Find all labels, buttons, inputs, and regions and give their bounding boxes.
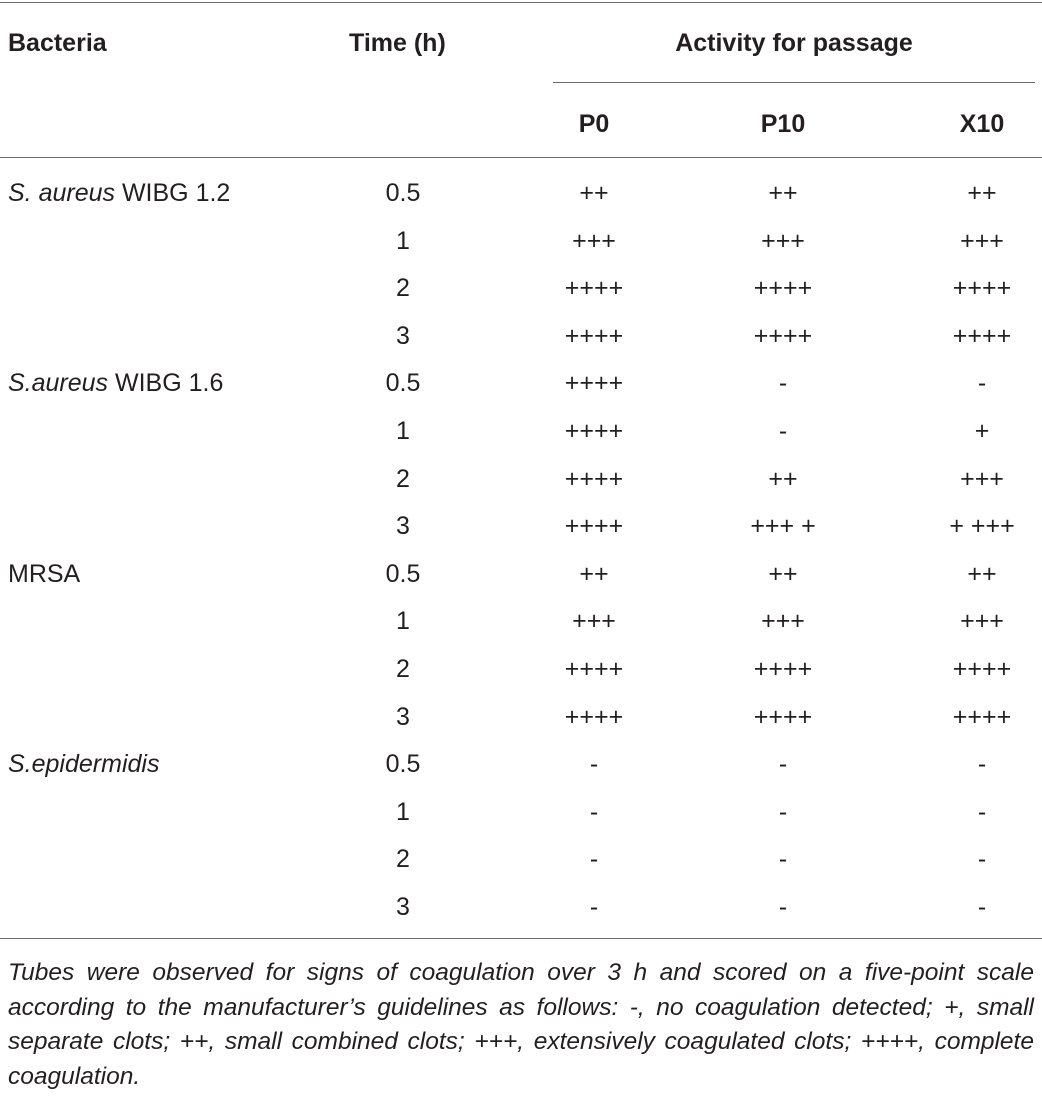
activity-cell-p10: +++ + (750, 512, 816, 540)
activity-cell-x10: +++ (960, 607, 1004, 635)
bacteria-cell: S.aureus WIBG 1.6 (8, 368, 223, 398)
activity-cell-p0: +++ (572, 227, 616, 255)
activity-cell-p0: ++++ (564, 655, 624, 683)
bacteria-cell: S. aureus WIBG 1.2 (8, 178, 230, 208)
activity-cell-x10: +++ (960, 465, 1004, 493)
activity-cell-p10: ++ (768, 465, 798, 493)
header-x10: X10 (959, 110, 1005, 138)
activity-cell-x10: ++++ (952, 655, 1012, 683)
time-cell: 2 (396, 465, 410, 493)
activity-cell-p0: ++ (579, 179, 609, 207)
bacteria-cell: MRSA (8, 559, 80, 589)
activity-cell-x10: - (977, 369, 987, 397)
activity-cell-p10: - (778, 845, 788, 873)
table-footnote: Tubes were observed for signs of coagula… (8, 959, 1034, 1090)
activity-cell-p0: - (589, 750, 599, 778)
bacteria-species: S. aureus (8, 179, 116, 207)
activity-cell-p0: - (589, 845, 599, 873)
time-cell: 3 (396, 893, 410, 921)
activity-cell-p10: ++++ (753, 703, 813, 731)
activity-cell-x10: - (977, 845, 987, 873)
time-cell: 2 (396, 845, 410, 873)
activity-cell-p0: ++++ (564, 322, 624, 350)
activity-rule (553, 82, 1035, 83)
activity-cell-x10: - (977, 798, 987, 826)
activity-cell-p0: +++ (572, 607, 616, 635)
activity-cell-p10: +++ (761, 227, 805, 255)
activity-cell-x10: ++++ (952, 703, 1012, 731)
activity-cell-p0: ++ (579, 560, 609, 588)
time-cell: 3 (396, 512, 410, 540)
time-cell: 3 (396, 703, 410, 731)
activity-cell-p10: - (778, 417, 788, 445)
activity-cell-x10: +++ (960, 227, 1004, 255)
activity-cell-x10: ++++ (952, 322, 1012, 350)
time-cell: 1 (396, 607, 410, 635)
time-cell: 0.5 (385, 179, 421, 207)
header-time: Time (h) (349, 29, 446, 57)
time-cell: 1 (396, 227, 410, 255)
activity-cell-x10: + +++ (949, 512, 1015, 540)
activity-cell-p0: ++++ (564, 703, 624, 731)
activity-cell-x10: ++++ (952, 274, 1012, 302)
activity-cell-p0: ++++ (564, 417, 624, 445)
activity-cell-p10: - (778, 798, 788, 826)
time-cell: 0.5 (385, 369, 421, 397)
activity-cell-x10: - (977, 893, 987, 921)
bacteria-species: S.epidermidis (8, 750, 160, 778)
header-p0: P0 (578, 110, 610, 138)
activity-cell-x10: ++ (967, 560, 997, 588)
activity-cell-p0: ++++ (564, 369, 624, 397)
activity-cell-p0: - (589, 798, 599, 826)
time-cell: 2 (396, 274, 410, 302)
top-rule (0, 2, 1042, 3)
time-cell: 2 (396, 655, 410, 683)
bacteria-species: S.aureus (8, 369, 109, 397)
activity-cell-p0: ++++ (564, 512, 624, 540)
activity-cell-p0: ++++ (564, 465, 624, 493)
activity-cell-p10: ++ (768, 179, 798, 207)
activity-cell-x10: - (977, 750, 987, 778)
bottom-rule (0, 938, 1042, 939)
activity-cell-p10: ++++ (753, 274, 813, 302)
activity-cell-p10: ++++ (753, 322, 813, 350)
activity-cell-p10: - (778, 893, 788, 921)
header-activity: Activity for passage (675, 29, 913, 57)
activity-cell-p10: +++ (761, 607, 805, 635)
activity-cell-p0: - (589, 893, 599, 921)
activity-cell-x10: ++ (967, 179, 997, 207)
bacteria-strain: WIBG 1.6 (108, 369, 224, 397)
activity-cell-p10: - (778, 750, 788, 778)
header-bacteria: Bacteria (8, 29, 107, 57)
header-p10: P10 (760, 110, 806, 138)
activity-cell-p10: ++++ (753, 655, 813, 683)
activity-cell-p10: ++ (768, 560, 798, 588)
time-cell: 1 (396, 417, 410, 445)
bacteria-strain: MRSA (8, 560, 81, 588)
bacteria-cell: S.epidermidis (8, 749, 159, 779)
activity-cell-p0: ++++ (564, 274, 624, 302)
header-rule (0, 157, 1042, 158)
bacteria-strain: WIBG 1.2 (115, 179, 231, 207)
time-cell: 0.5 (385, 750, 421, 778)
time-cell: 0.5 (385, 560, 421, 588)
time-cell: 1 (396, 798, 410, 826)
activity-cell-x10: + (974, 417, 990, 445)
activity-cell-p10: - (778, 369, 788, 397)
time-cell: 3 (396, 322, 410, 350)
